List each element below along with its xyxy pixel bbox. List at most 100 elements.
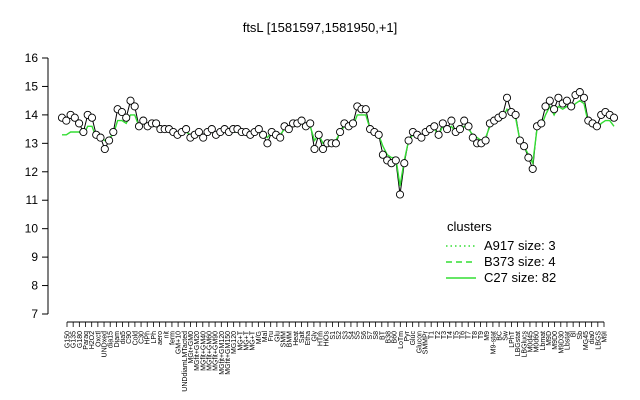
data-point xyxy=(502,93,512,102)
x-tick-label: T5 xyxy=(453,331,460,339)
data-point xyxy=(254,125,263,134)
x-tick-label: M9 xyxy=(484,331,491,341)
y-tick-label: 12 xyxy=(25,165,39,179)
data-point xyxy=(447,116,456,125)
x-tick-label: M9D0 xyxy=(552,331,559,350)
data-point xyxy=(400,159,409,168)
y-tick-label: 13 xyxy=(25,136,39,150)
data-point xyxy=(609,113,619,122)
legend-label-c27: C27 size: 82 xyxy=(484,270,556,285)
legend-title: clusters xyxy=(447,219,492,234)
x-tick-label: H2O2 xyxy=(89,331,96,349)
x-tick-label: M0d60 xyxy=(534,331,541,353)
data-point xyxy=(87,113,97,122)
x-tick-label: T3 xyxy=(441,331,448,339)
x-tick-label: Sb xyxy=(577,331,584,340)
x-tick-label: LPhT xyxy=(509,330,516,347)
data-point xyxy=(75,119,84,128)
x-tick-label: Lbmat xyxy=(540,331,547,351)
x-tick-label: T8 xyxy=(472,331,479,339)
y-tick-label: 11 xyxy=(26,193,39,207)
data-point xyxy=(297,116,306,125)
data-point xyxy=(567,102,576,111)
x-tick-label: LBGlucs xyxy=(521,331,528,358)
x-tick-label: Bl xyxy=(571,331,578,338)
data-point xyxy=(579,93,589,102)
x-tick-label: MG+T xyxy=(250,330,257,350)
data-point xyxy=(331,139,340,148)
data-point xyxy=(443,125,452,134)
x-tick-label: T1 xyxy=(429,331,436,339)
data-point xyxy=(417,133,426,142)
data-point xyxy=(468,133,477,142)
x-tick-label: Gluc xyxy=(410,331,417,346)
x-tick-label: B60 xyxy=(392,331,399,344)
data-point xyxy=(207,125,216,134)
x-tick-label: HiOs xyxy=(324,331,331,347)
x-tick-label: MGfit+GM20 xyxy=(194,331,201,371)
legend-label-a917: A917 size: 3 xyxy=(484,238,556,253)
data-point xyxy=(575,88,584,97)
x-tick-label: Glu xyxy=(274,331,281,342)
x-tick-label: S4 xyxy=(348,331,355,340)
data-point xyxy=(562,96,571,105)
data-point xyxy=(348,119,358,128)
data-point xyxy=(541,102,550,111)
x-tick-label: LPh xyxy=(151,331,158,344)
x-tick-label: LoTm xyxy=(398,331,405,349)
x-tick-label: Mal xyxy=(262,331,269,343)
x-tick-label: S6 xyxy=(361,331,368,340)
x-tick-label: MG45 xyxy=(583,331,590,350)
data-point xyxy=(182,125,191,134)
data-point xyxy=(537,119,546,128)
x-tick-label: dia15 xyxy=(108,331,115,348)
x-tick-label: Diam xyxy=(114,331,121,348)
data-point xyxy=(199,133,208,142)
x-tick-label: Glucon xyxy=(416,331,423,353)
x-tick-label: GM+10 xyxy=(176,331,183,354)
x-tick-label: BC xyxy=(497,331,504,341)
x-tick-label: S2 xyxy=(336,331,343,340)
x-tick-label: Gly xyxy=(311,331,318,342)
data-point xyxy=(306,119,315,128)
points-layer xyxy=(57,88,619,199)
x-tick-label: aero xyxy=(157,331,164,345)
x-tick-label: Lbstat xyxy=(564,331,571,350)
data-point xyxy=(314,130,323,139)
legend-label-b373: B373 size: 4 xyxy=(484,254,556,269)
y-tick-label: 8 xyxy=(31,279,38,293)
x-tick-label: S3 xyxy=(342,331,349,340)
data-point xyxy=(361,105,370,114)
x-tick-label: MGfit+GM40 xyxy=(200,331,207,371)
y-tick-label: 16 xyxy=(25,51,39,65)
x-tick-label: MGfit+GM90 xyxy=(213,331,220,371)
y-tick-label: 7 xyxy=(31,307,38,321)
x-tick-label: T9 xyxy=(478,331,485,339)
data-point xyxy=(430,122,439,131)
x-tick-label: M/G xyxy=(256,331,263,344)
x-tick-label: Sw xyxy=(503,330,510,341)
x-tick-label: UNDxed xyxy=(102,331,109,358)
data-point xyxy=(391,156,400,165)
data-point xyxy=(79,127,88,137)
x-tick-label: M0d45 xyxy=(527,331,534,353)
data-point xyxy=(455,125,465,134)
x-tick-label: G135 xyxy=(71,331,78,348)
x-tick-label: M9I xyxy=(602,331,609,343)
data-point xyxy=(511,110,520,119)
data-point xyxy=(464,122,473,131)
data-point xyxy=(481,136,490,145)
x-tick-label: Oxctl xyxy=(95,331,102,347)
x-tick-label: BMM xyxy=(287,331,294,348)
data-point xyxy=(122,113,131,122)
x-tick-label: M9-stat xyxy=(490,331,497,354)
x-tick-label: B38 xyxy=(385,331,392,344)
data-point xyxy=(100,144,109,154)
data-point xyxy=(70,113,79,122)
x-tick-label: MG+T xyxy=(244,330,251,350)
x-tick-label: G180 xyxy=(77,331,84,348)
x-tick-label: M9D30 xyxy=(558,331,565,354)
data-point xyxy=(318,144,328,154)
x-tick-label: Etha xyxy=(305,331,312,346)
